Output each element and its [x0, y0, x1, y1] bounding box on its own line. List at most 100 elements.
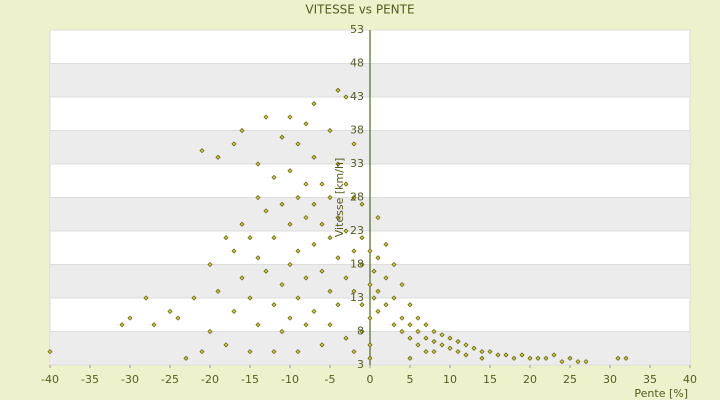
point	[335, 161, 341, 167]
point	[295, 349, 301, 355]
points	[47, 87, 629, 365]
point	[503, 352, 509, 358]
point	[215, 288, 221, 294]
point	[191, 295, 197, 301]
point	[287, 168, 293, 174]
point	[255, 322, 261, 328]
point	[167, 308, 173, 314]
point	[351, 288, 357, 294]
point	[455, 338, 461, 345]
point	[327, 194, 333, 201]
point	[303, 322, 309, 328]
point	[295, 248, 301, 254]
point	[327, 322, 333, 328]
x-tick-label: 25	[563, 373, 577, 386]
x-tick-label: -35	[81, 373, 99, 386]
y-tick-label: 43	[350, 90, 364, 103]
point	[335, 215, 341, 221]
x-axis-label: Pente [%]	[634, 387, 688, 400]
point	[223, 235, 229, 241]
point	[287, 114, 293, 120]
x-tick-label: -5	[325, 373, 336, 386]
point	[295, 194, 301, 201]
x-tick-label: 20	[523, 373, 537, 386]
point	[335, 302, 341, 308]
chart-title: VITESSE vs PENTE	[305, 3, 414, 17]
point	[255, 255, 261, 261]
point	[415, 328, 421, 335]
x-tick-label: -40	[41, 373, 59, 386]
point	[463, 352, 469, 358]
x-tick-label: 5	[407, 373, 414, 386]
point	[279, 328, 285, 335]
point	[567, 355, 573, 361]
point	[151, 322, 157, 328]
point	[479, 355, 485, 361]
point	[295, 141, 301, 147]
x-tick-label: 40	[683, 373, 697, 386]
point	[615, 355, 621, 361]
point	[271, 174, 277, 180]
point	[391, 322, 397, 328]
point	[143, 295, 149, 301]
point	[479, 349, 485, 355]
point	[231, 308, 237, 314]
point	[263, 268, 269, 274]
point	[271, 349, 277, 355]
x-tick-label: -15	[241, 373, 259, 386]
point	[367, 342, 373, 348]
point	[311, 201, 317, 207]
point	[359, 261, 365, 268]
point	[407, 302, 413, 308]
point	[231, 141, 237, 147]
x-tick-label: -25	[161, 373, 179, 386]
point	[367, 248, 373, 254]
point	[375, 215, 381, 221]
point	[319, 221, 325, 227]
y-tick-label: 38	[350, 124, 364, 137]
x-tick-label: -10	[281, 373, 299, 386]
point	[399, 328, 405, 335]
point	[399, 282, 405, 288]
point	[119, 322, 125, 328]
point	[303, 215, 309, 221]
point	[311, 308, 317, 314]
point	[351, 194, 357, 201]
point	[519, 352, 525, 358]
point	[247, 349, 253, 355]
point	[327, 235, 333, 241]
point	[383, 241, 389, 247]
point	[271, 235, 277, 241]
point	[407, 355, 413, 361]
point	[215, 154, 221, 160]
point	[471, 345, 477, 351]
point	[455, 349, 461, 355]
x-tick-label: -20	[201, 373, 219, 386]
point	[343, 228, 349, 234]
point	[543, 355, 549, 361]
point	[383, 302, 389, 308]
point	[207, 328, 213, 335]
point	[415, 315, 421, 321]
point	[343, 181, 349, 187]
point	[127, 315, 133, 321]
point	[399, 315, 405, 321]
point	[247, 235, 253, 241]
y-tick-label: 33	[350, 157, 364, 170]
point	[431, 328, 437, 335]
y-tick-label: 23	[350, 224, 364, 237]
point	[311, 101, 317, 107]
point	[511, 355, 517, 361]
point	[351, 349, 357, 355]
point	[319, 342, 325, 348]
point	[535, 355, 541, 361]
point	[407, 322, 413, 328]
point	[239, 275, 245, 281]
point	[287, 315, 293, 321]
point	[367, 282, 373, 288]
point	[271, 302, 277, 308]
point	[559, 359, 565, 365]
y-tick-label: 13	[350, 291, 364, 304]
point	[391, 261, 397, 268]
